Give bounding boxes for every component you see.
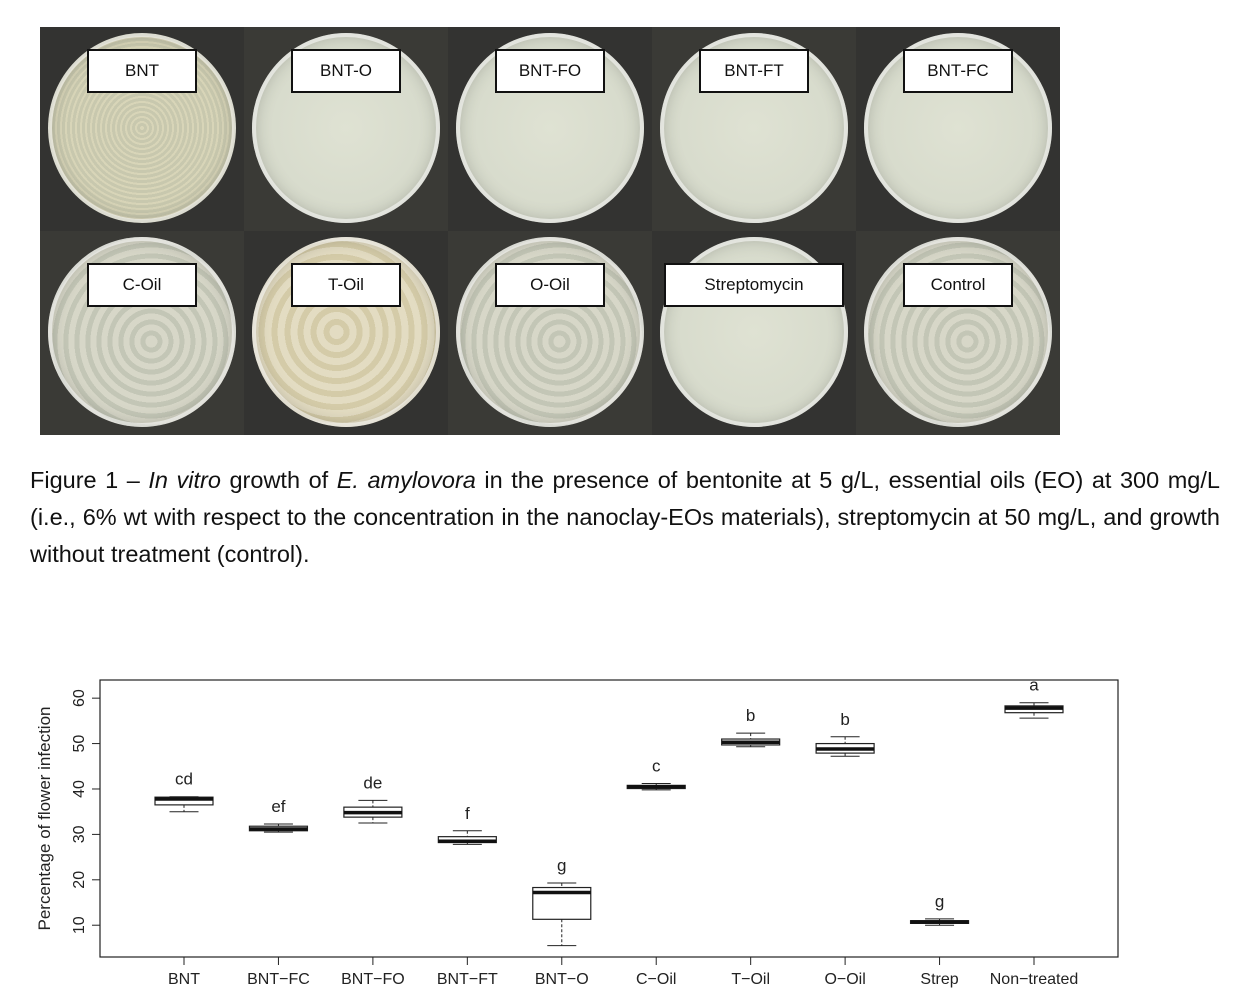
- petri-dish-cell: O-Oil: [448, 231, 652, 435]
- x-tick-label: BNT−FT: [437, 971, 498, 988]
- y-tick-label: 60: [71, 689, 88, 707]
- petri-dish-cell: Control: [856, 231, 1060, 435]
- petri-dish-cell: T-Oil: [244, 231, 448, 435]
- x-tick-label: T−Oil: [731, 971, 770, 988]
- significance-letter: g: [935, 892, 944, 911]
- significance-letter: b: [746, 706, 755, 725]
- significance-letter: ef: [271, 797, 285, 816]
- significance-letter: g: [557, 856, 566, 875]
- significance-letter: de: [363, 773, 382, 792]
- x-tick-label: BNT−O: [535, 971, 589, 988]
- y-tick-label: 50: [71, 735, 88, 753]
- x-tick-label: C−Oil: [636, 971, 676, 988]
- significance-letter: c: [652, 757, 661, 776]
- significance-letter: b: [840, 710, 849, 729]
- x-tick-label: Non−treated: [990, 971, 1079, 988]
- box-plot-chart: 10 20 30 40 50 60 Percentage of flower infecti…: [35, 676, 1119, 988]
- plot-frame: [99, 679, 1119, 958]
- figure-caption: Figure 1 – In vitro growth of E. amylovo…: [30, 462, 1220, 573]
- box: [154, 796, 214, 806]
- x-tick-label: O−Oil: [824, 971, 865, 988]
- petri-dish-cell: BNT-O: [244, 27, 448, 231]
- x-tick-label: BNT−FO: [341, 971, 405, 988]
- caption-text-1: growth of: [220, 467, 337, 493]
- petri-dish-label: O-Oil: [495, 263, 605, 307]
- caption-italic-species: E. amylovora: [336, 467, 476, 493]
- significance-letter: cd: [175, 770, 193, 789]
- x-tick-label: BNT: [168, 971, 200, 988]
- caption-italic-in-vitro: In vitro: [148, 467, 221, 493]
- petri-dish-cell: BNT-FT: [652, 27, 856, 231]
- petri-dish-label: C-Oil: [87, 263, 197, 307]
- petri-dish-cell: Streptomycin: [652, 231, 856, 435]
- y-tick-label: 20: [71, 871, 88, 889]
- petri-dish-label: Streptomycin: [664, 263, 844, 307]
- caption-text-2: in the presence of bentonite at 5 g/L, e…: [30, 467, 1220, 567]
- petri-dish-label: Control: [903, 263, 1013, 307]
- petri-dish-cell: BNT: [40, 27, 244, 231]
- petri-dish-cell: BNT-FC: [856, 27, 1060, 231]
- x-tick-label: Strep: [920, 971, 958, 988]
- caption-prefix: Figure 1 –: [30, 467, 149, 493]
- y-tick-label: 30: [71, 825, 88, 843]
- petri-dish-cell: C-Oil: [40, 231, 244, 435]
- petri-dish-label: BNT-FC: [903, 49, 1013, 93]
- significance-letter: f: [465, 804, 470, 823]
- petri-dish-label: BNT-FO: [495, 49, 605, 93]
- petri-dish-label: BNT-O: [291, 49, 401, 93]
- significance-letter: a: [1029, 676, 1039, 695]
- y-axis-label: Percentage of flower infection: [35, 707, 54, 931]
- y-tick-label: 40: [71, 780, 88, 798]
- y-tick-label: 10: [71, 916, 88, 934]
- x-tick-label: BNT−FC: [247, 971, 310, 988]
- petri-dish-label: BNT: [87, 49, 197, 93]
- petri-dish-label: BNT-FT: [699, 49, 809, 93]
- petri-dish-cell: BNT-FO: [448, 27, 652, 231]
- petri-dish-label: T-Oil: [291, 263, 401, 307]
- petri-dish-photo-grid: BNT BNT-O BNT-FO BNT-FT BNT-FC C-Oil T-Oil O-Oi…: [40, 27, 1060, 435]
